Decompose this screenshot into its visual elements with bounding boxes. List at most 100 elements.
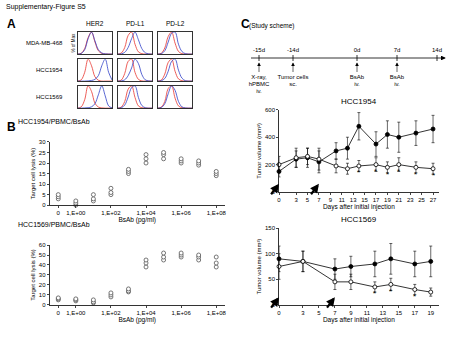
svg-text:1,E+08: 1,E+08 [207, 210, 227, 216]
svg-text:HCC1954/PBMC/BsAb: HCC1954/PBMC/BsAb [18, 118, 90, 125]
svg-text:HCC1569: HCC1569 [36, 94, 63, 100]
svg-text:% of Max: % of Max [71, 33, 76, 53]
svg-text:11: 11 [339, 197, 346, 203]
svg-text:3: 3 [294, 197, 298, 203]
svg-text:iv.: iv. [256, 88, 262, 94]
svg-text:0: 0 [277, 197, 281, 203]
svg-text:-14d: -14d [287, 47, 299, 53]
svg-text:13: 13 [350, 197, 357, 203]
svg-text:X-ray,: X-ray, [251, 74, 267, 80]
svg-text:*: * [373, 289, 376, 298]
svg-text:*: * [374, 167, 377, 176]
svg-text:1,E+00: 1,E+00 [66, 310, 86, 316]
svg-text:PD-L1: PD-L1 [126, 20, 145, 27]
svg-text:Target cell lysis (%): Target cell lysis (%) [30, 148, 36, 200]
svg-text:(Study scheme): (Study scheme) [249, 22, 295, 30]
svg-text:B: B [7, 120, 16, 134]
svg-text:10: 10 [39, 181, 46, 187]
svg-text:-15d: -15d [253, 47, 265, 53]
svg-text:17: 17 [411, 310, 418, 316]
svg-text:1,E+04: 1,E+04 [136, 310, 156, 316]
svg-text:19: 19 [427, 310, 434, 316]
svg-text:MDA-MB-468: MDA-MB-468 [26, 40, 63, 46]
svg-text:9: 9 [329, 197, 333, 203]
svg-text:17: 17 [373, 197, 380, 203]
svg-text:A: A [7, 17, 16, 31]
svg-text:BsAb: BsAb [390, 74, 405, 80]
svg-text:Tumor volume (mm³): Tumor volume (mm³) [256, 123, 262, 179]
svg-text:9: 9 [349, 310, 353, 316]
svg-text:60: 60 [39, 242, 46, 248]
svg-text:3: 3 [301, 310, 305, 316]
svg-text:0: 0 [57, 210, 61, 216]
svg-text:*: * [413, 292, 416, 301]
svg-text:0: 0 [277, 310, 281, 316]
svg-text:100: 100 [265, 251, 276, 257]
svg-text:*: * [414, 170, 417, 179]
svg-text:C: C [241, 17, 250, 31]
svg-text:30: 30 [39, 272, 46, 278]
svg-text:40: 40 [39, 262, 46, 268]
svg-text:21: 21 [395, 197, 402, 203]
svg-text:19: 19 [384, 197, 391, 203]
svg-text:0: 0 [42, 202, 46, 208]
svg-text:BsAb: BsAb [350, 74, 365, 80]
svg-text:30: 30 [39, 139, 46, 145]
svg-text:0: 0 [57, 310, 61, 316]
svg-text:25: 25 [418, 197, 425, 203]
svg-text:HER2: HER2 [86, 20, 104, 27]
svg-text:20: 20 [39, 282, 46, 288]
svg-text:HCC1569/PBMC/BsAb: HCC1569/PBMC/BsAb [18, 221, 90, 228]
svg-text:600: 600 [265, 107, 276, 113]
svg-text:0: 0 [42, 302, 46, 308]
svg-text:HCC1954: HCC1954 [341, 97, 377, 106]
svg-text:25: 25 [39, 150, 46, 156]
svg-text:BsAb (pg/ml): BsAb (pg/ml) [118, 216, 156, 224]
svg-text:*: * [357, 168, 360, 177]
svg-text:15: 15 [361, 197, 368, 203]
svg-text:1,E+02: 1,E+02 [101, 310, 121, 316]
svg-text:*: * [389, 287, 392, 296]
svg-text:15: 15 [395, 310, 402, 316]
svg-text:*: * [397, 167, 400, 176]
svg-text:*: * [432, 171, 435, 180]
svg-text:Days after initial injection: Days after initial injection [323, 203, 395, 211]
svg-text:1,E+06: 1,E+06 [172, 210, 192, 216]
svg-text:27: 27 [430, 197, 437, 203]
svg-text:Target cell lysis (%): Target cell lysis (%) [30, 249, 36, 301]
svg-text:HCC1569: HCC1569 [341, 215, 377, 224]
svg-text:15: 15 [39, 171, 46, 177]
svg-text:5: 5 [317, 310, 321, 316]
svg-text:200: 200 [265, 162, 276, 168]
svg-text:*: * [386, 170, 389, 179]
svg-text:0: 0 [272, 189, 276, 195]
svg-text:Supplementary-Figure S5: Supplementary-Figure S5 [6, 3, 86, 11]
svg-text:7: 7 [317, 197, 321, 203]
svg-text:1,E+02: 1,E+02 [101, 210, 121, 216]
svg-text:PD-L2: PD-L2 [166, 20, 185, 27]
svg-text:7d: 7d [394, 47, 401, 53]
svg-text:50: 50 [39, 252, 46, 258]
svg-text:BsAb (pg/ml): BsAb (pg/ml) [118, 316, 156, 324]
svg-text:1,E+00: 1,E+00 [66, 210, 86, 216]
svg-text:11: 11 [364, 310, 371, 316]
svg-text:13: 13 [379, 310, 386, 316]
svg-text:20: 20 [39, 160, 46, 166]
svg-text:400: 400 [265, 134, 276, 140]
svg-text:iv.: iv. [354, 81, 360, 87]
svg-text:14d: 14d [432, 47, 442, 53]
svg-text:7: 7 [333, 310, 337, 316]
svg-text:0d: 0d [354, 47, 361, 53]
svg-text:5: 5 [306, 197, 310, 203]
svg-text:1,E+04: 1,E+04 [136, 210, 156, 216]
svg-text:150: 150 [265, 225, 276, 231]
svg-text:HCC1954: HCC1954 [36, 67, 63, 73]
svg-text:sc.: sc. [289, 81, 297, 87]
svg-text:1,E+08: 1,E+08 [207, 310, 227, 316]
svg-text:0: 0 [272, 302, 276, 308]
svg-text:5: 5 [42, 192, 46, 198]
svg-text:Tumor cells: Tumor cells [278, 74, 309, 80]
svg-text:50: 50 [268, 276, 275, 282]
svg-text:1,E+06: 1,E+06 [172, 310, 192, 316]
svg-text:23: 23 [407, 197, 414, 203]
